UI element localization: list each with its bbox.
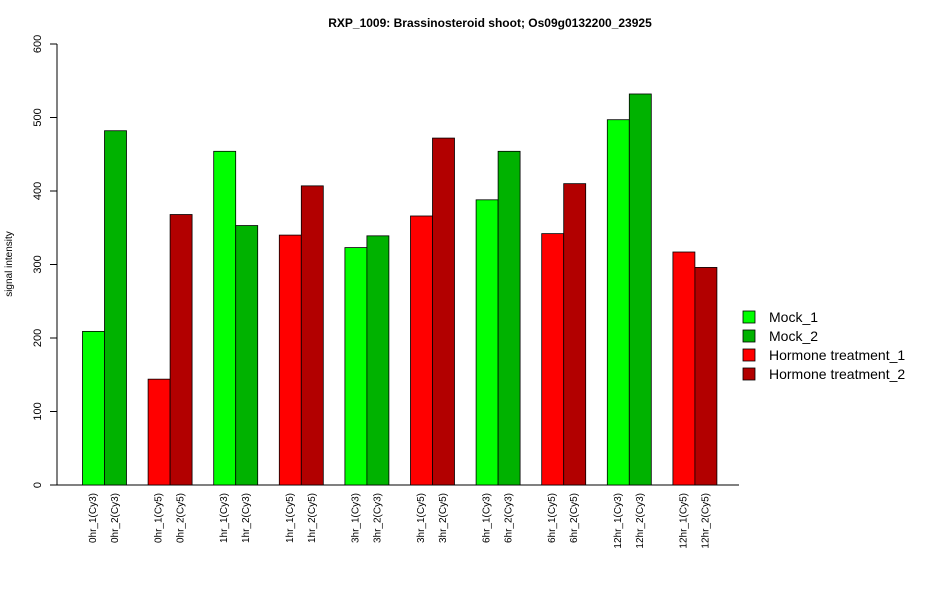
bar — [672, 251, 696, 486]
legend-label: Mock_1 — [769, 309, 818, 325]
legend-swatch — [742, 367, 756, 381]
y-tick-label: 0 — [32, 482, 44, 488]
y-axis: 0 100 200 300 400 500 600 — [32, 35, 58, 488]
legend-label: Hormone treatment_1 — [769, 347, 905, 363]
bar — [300, 185, 324, 486]
x-tick-label: 12hr_1(Cy3) — [613, 493, 624, 549]
legend-swatch — [742, 329, 756, 343]
bars — [82, 93, 718, 486]
x-tick-label: 3hr_1(Cy5) — [416, 493, 427, 543]
x-tick-label: 12hr_2(Cy5) — [700, 493, 711, 549]
bar — [497, 150, 521, 486]
y-tick-label: 300 — [32, 255, 44, 273]
bar — [344, 247, 368, 486]
bar — [606, 119, 630, 486]
bar — [432, 137, 455, 486]
y-tick-label: 200 — [32, 329, 44, 347]
x-tick-label: 3hr_2(Cy3) — [372, 493, 383, 543]
x-tick-label: 1hr_2(Cy3) — [241, 493, 252, 543]
x-tick-label: 6hr_1(Cy3) — [482, 493, 493, 543]
bar — [541, 233, 565, 486]
x-tick-label: 6hr_2(Cy5) — [569, 493, 580, 543]
x-tick-label: 1hr_1(Cy5) — [285, 493, 296, 543]
x-tick-label: 12hr_1(Cy5) — [678, 493, 689, 549]
x-tick-label: 1hr_1(Cy3) — [219, 493, 230, 543]
bar — [169, 214, 193, 486]
x-tick-label: 1hr_2(Cy5) — [307, 493, 318, 543]
bar — [694, 267, 718, 486]
x-tick-label: 0hr_2(Cy3) — [110, 493, 121, 543]
y-tick-label: 500 — [32, 108, 44, 126]
legend: Mock_1 Mock_2 Hormone treatment_1 Hormone t… — [742, 309, 905, 382]
x-axis: 0hr_1(Cy3) 0hr_2(Cy3) 0hr_1(Cy5) 0hr_2(Cy5)… — [57, 484, 739, 549]
y-tick-label: 400 — [32, 182, 44, 200]
x-tick-label: 0hr_1(Cy3) — [88, 493, 99, 543]
bar — [147, 378, 171, 486]
x-tick-label: 0hr_1(Cy5) — [154, 493, 165, 543]
x-tick-label: 6hr_2(Cy3) — [504, 493, 515, 543]
bar — [410, 215, 433, 486]
x-tick-label: 3hr_1(Cy3) — [350, 493, 361, 543]
bar — [563, 183, 587, 486]
x-tick-label: 6hr_1(Cy5) — [547, 493, 558, 543]
bar — [213, 150, 237, 486]
legend-label: Hormone treatment_2 — [769, 366, 905, 382]
legend-label: Mock_2 — [769, 328, 818, 344]
legend-swatch — [742, 310, 756, 324]
bar — [82, 330, 105, 486]
legend-swatch — [742, 348, 756, 362]
bar — [628, 93, 652, 486]
y-tick-label: 100 — [32, 402, 44, 420]
bar — [278, 234, 302, 486]
x-tick-label: 3hr_2(Cy5) — [438, 493, 449, 543]
x-tick-label: 12hr_2(Cy3) — [635, 493, 646, 549]
chart-title: RXP_1009: Brassinosteroid shoot; Os09g01… — [328, 16, 652, 30]
x-tick-label: 0hr_2(Cy5) — [176, 493, 187, 543]
bar — [475, 199, 499, 486]
bar — [104, 130, 127, 486]
bar — [366, 235, 390, 486]
bar — [235, 225, 259, 486]
y-tick-label: 600 — [32, 35, 44, 53]
y-axis-label: signal intensity — [4, 231, 15, 297]
